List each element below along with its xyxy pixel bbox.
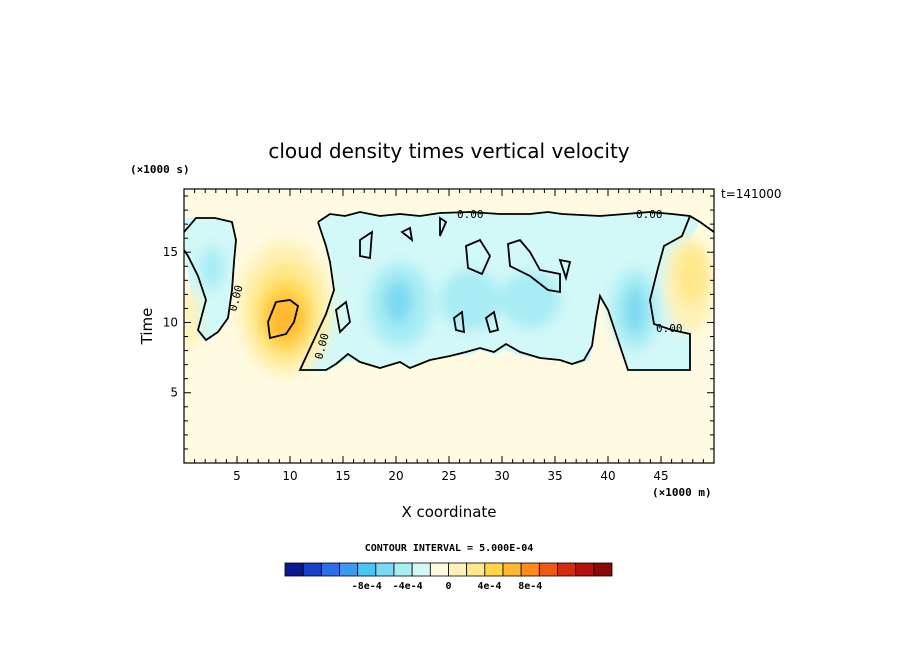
- colorbar-swatch: [502, 562, 522, 577]
- plot-area: 0.00 0.00 0.00 0.00 0.00: [184, 189, 714, 463]
- colorbar-swatch: [393, 562, 413, 577]
- colorbar-swatch: [357, 562, 377, 577]
- colorbar-swatch: [284, 562, 304, 577]
- contour-main: [298, 211, 714, 371]
- x-axis-label: X coordinate: [401, 503, 496, 521]
- colorbar-swatch: [375, 562, 395, 577]
- x-tick-label: 40: [600, 469, 615, 483]
- colorbar-tick-label: 8e-4: [518, 581, 542, 592]
- y-tick-label: 15: [163, 245, 178, 259]
- colorbar-swatch: [557, 562, 577, 577]
- colorbar-swatch: [466, 562, 486, 577]
- x-tick-label: 10: [282, 469, 297, 483]
- contour-positive-max: [267, 299, 300, 340]
- colorbar-swatch: [429, 562, 449, 577]
- chart-title: cloud density times vertical velocity: [268, 139, 629, 163]
- blob-pos-right-2: [676, 245, 708, 305]
- x-axis: 5 10 15 20 25 30 35 40 45: [194, 189, 704, 483]
- x-tick-label: 35: [547, 469, 562, 483]
- blob-neg-center-4: [500, 272, 560, 328]
- colorbar-swatch: [575, 562, 595, 577]
- blob-neg-right-2: [625, 286, 645, 334]
- x-tick-label: 5: [233, 469, 241, 483]
- x-tick-label: 15: [335, 469, 350, 483]
- colorbar-swatch: [520, 562, 540, 577]
- contour-left: [184, 217, 237, 342]
- zero-contours: [184, 211, 714, 371]
- colorbar-swatch: [320, 562, 340, 577]
- colorbar-tick-label: -4e-4: [393, 581, 423, 592]
- contour-label-3: 0.00: [656, 322, 683, 335]
- colorbar-swatch: [339, 562, 359, 577]
- time-stamp: t=141000: [721, 187, 782, 201]
- y-tick-label: 10: [163, 315, 178, 329]
- contour-interval-text: CONTOUR INTERVAL = 5.000E-04: [365, 543, 534, 554]
- y-unit-label: (×1000 s): [130, 163, 190, 176]
- x-tick-label: 30: [494, 469, 509, 483]
- y-tick-label: 5: [170, 386, 178, 400]
- colorbar: [284, 562, 613, 577]
- colorbar-ticks: -8e-4 -4e-4 0 4e-4 8e-4: [352, 581, 543, 592]
- colorbar-swatch: [593, 562, 613, 577]
- colorbar-tick-label: 0: [445, 581, 451, 592]
- x-tick-label: 25: [441, 469, 456, 483]
- colorbar-swatch: [448, 562, 468, 577]
- blob-neg-center-3: [440, 270, 500, 330]
- contour-label-1: 0.00: [457, 208, 484, 221]
- y-axis-label: Time: [138, 308, 156, 346]
- colorbar-swatch: [302, 562, 322, 577]
- colorbar-swatch: [484, 562, 504, 577]
- contour-bits-1: [335, 216, 572, 334]
- blob-pos-main-4: [267, 296, 303, 340]
- colorbar-tick-label: 4e-4: [477, 581, 501, 592]
- colorbar-swatch: [411, 562, 431, 577]
- blob-neg-left: [200, 246, 224, 290]
- colorbar-tick-label: -8e-4: [352, 581, 382, 592]
- contour-label-2: 0.00: [636, 208, 663, 221]
- y-axis: 5 10 15: [163, 195, 714, 450]
- x-tick-label: 20: [388, 469, 403, 483]
- blob-neg-center-2: [384, 280, 412, 324]
- x-tick-label: 45: [653, 469, 668, 483]
- x-unit-label: (×1000 m): [652, 486, 712, 499]
- blob-pos-left: [184, 290, 200, 350]
- colorbar-swatch: [538, 562, 558, 577]
